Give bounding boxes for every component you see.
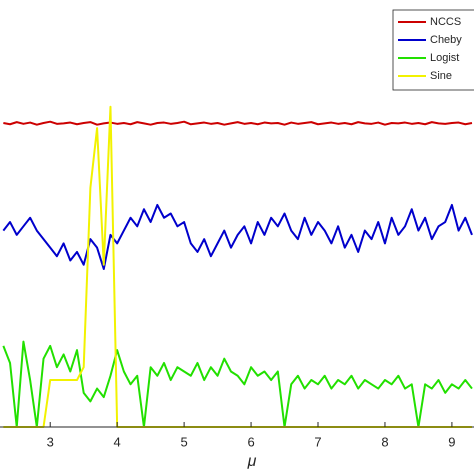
x-tick-label: 3 [47,434,54,449]
x-tick-label: 9 [448,434,455,449]
x-tick-label: 7 [314,434,321,449]
x-axis-label: μ [247,453,257,470]
series-line [2,203,473,271]
legend-label: NCCS [430,16,461,28]
x-tick-label: 4 [114,434,121,449]
legend-label: Sine [430,70,452,82]
legend: NCCS Cheby Logist Sine [392,9,474,91]
x-tick-label: 6 [247,434,254,449]
x-tick-label: 5 [180,434,187,449]
legend-label: Cheby [430,34,462,46]
legend-label: Logist [430,52,459,64]
plot-area [2,105,473,428]
x-tick-label: 8 [381,434,388,449]
series-line [2,340,473,428]
series-line [3,120,473,126]
series-line [3,105,472,428]
